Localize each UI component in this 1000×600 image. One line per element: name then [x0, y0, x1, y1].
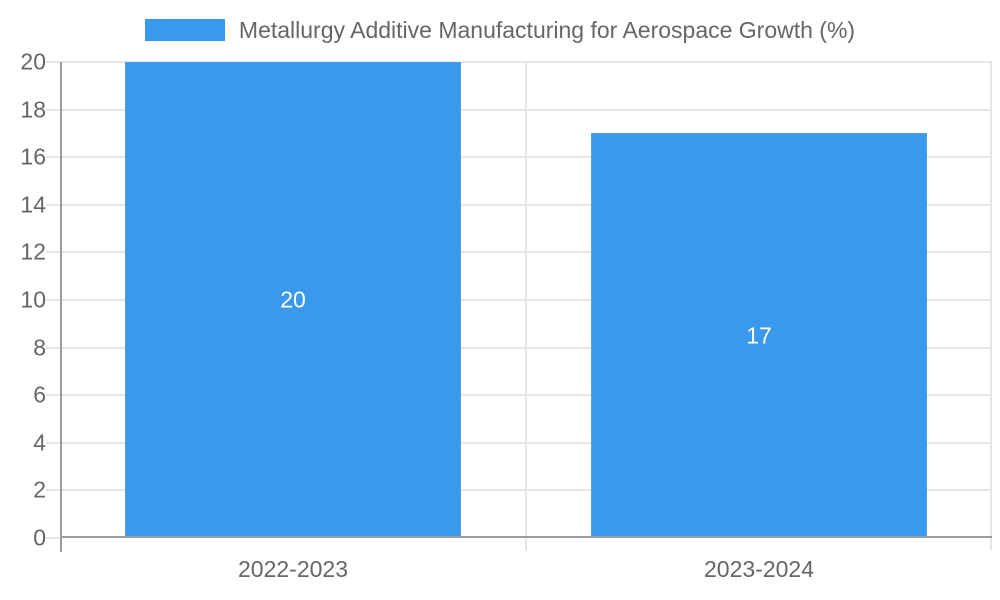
y-tick-label: 18: [20, 96, 46, 123]
x-tick-label: 2023-2024: [704, 556, 814, 582]
y-axis-tick: [46, 442, 60, 444]
y-tick-label: 4: [33, 429, 46, 456]
y-tick-label: 14: [20, 191, 46, 218]
y-tick-label: 8: [33, 334, 46, 361]
y-axis-tick: [46, 156, 60, 158]
y-tick-label: 6: [33, 381, 46, 408]
y-tick-label: 10: [20, 286, 46, 313]
y-axis-tick: [46, 61, 60, 63]
legend-label: Metallurgy Additive Manufacturing for Ae…: [238, 16, 856, 43]
y-tick-label: 20: [20, 48, 46, 75]
y-tick-label: 12: [20, 238, 46, 265]
bar-value-label: 17: [746, 322, 772, 348]
y-tick-label: 16: [20, 143, 46, 170]
bar[interactable]: 17: [591, 133, 927, 538]
plot-area: 0 2 4 6 8 10 12 14 16 18 20 20 17 2022-2023 2023-2024: [20, 50, 992, 582]
y-axis-tick: [46, 347, 60, 349]
y-axis-tick: [46, 109, 60, 111]
y-tick-label: 2: [33, 476, 46, 503]
y-tick-label: 0: [33, 524, 46, 551]
y-axis-tick: [46, 204, 60, 206]
y-axis-tick: [46, 299, 60, 301]
legend-swatch[interactable]: [144, 19, 225, 41]
gridline-vertical: [525, 62, 527, 551]
bar-value-label: 20: [280, 286, 306, 313]
x-tick-label: 2022-2023: [238, 556, 348, 582]
bar[interactable]: 20: [125, 62, 461, 538]
y-axis-tick: [46, 394, 60, 396]
y-axis-line: [60, 62, 62, 552]
y-axis-tick: [46, 489, 60, 491]
y-axis-tick: [46, 537, 60, 539]
y-axis-tick: [46, 251, 60, 253]
legend: Metallurgy Additive Manufacturing for Ae…: [0, 14, 1000, 46]
gridline-vertical: [990, 62, 992, 551]
x-axis-line: [60, 536, 992, 538]
